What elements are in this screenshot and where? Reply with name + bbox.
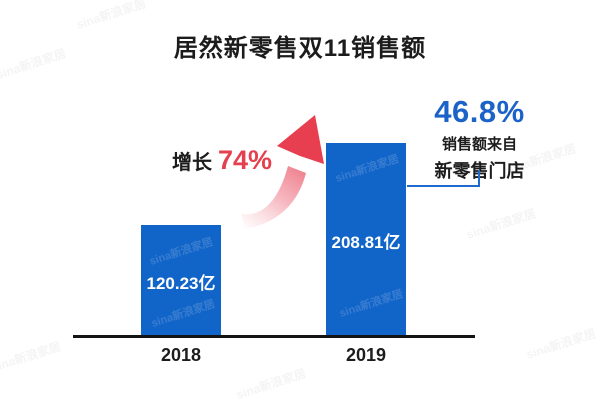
bar-value-label-2018: 120.23亿	[146, 273, 216, 293]
growth-annotation-prefix: 增长	[172, 152, 212, 174]
chart-title: 居然新零售双11销售额	[173, 35, 427, 62]
callout-line1: 销售额来自	[441, 136, 517, 153]
bar-value-label-2019: 208.81亿	[331, 232, 401, 252]
x-axis-label-2018: 2018	[160, 345, 202, 365]
x-axis-line	[73, 335, 475, 338]
watermark: sina新浪家居	[464, 206, 538, 242]
growth-annotation: 增长 74%	[172, 145, 272, 176]
callout-connector-vertical	[478, 170, 480, 187]
callout-connector-horizontal	[407, 185, 480, 187]
growth-arrow-icon	[241, 115, 324, 229]
watermark: sina新浪家居	[234, 366, 308, 400]
x-axis-label-2019: 2019	[345, 345, 387, 365]
callout-block: 46.8% 销售额来自 新零售门店	[407, 94, 552, 183]
watermark: sina新浪家居	[524, 326, 598, 362]
growth-annotation-value: 74%	[218, 145, 273, 175]
bar-2019: 208.81亿	[326, 143, 406, 337]
callout-percentage: 46.8%	[434, 94, 525, 129]
watermark: sina新浪家居	[0, 339, 63, 375]
bar-2018: 120.23亿	[141, 225, 221, 337]
